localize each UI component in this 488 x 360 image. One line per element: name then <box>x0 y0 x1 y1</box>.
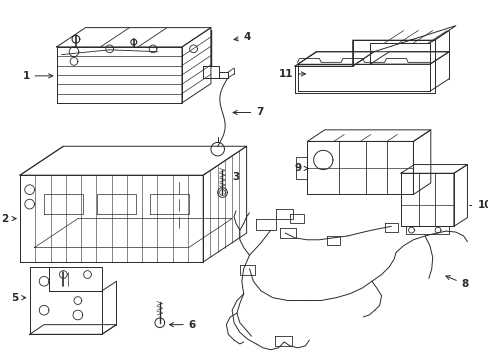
Text: 4: 4 <box>234 32 250 42</box>
Text: 5: 5 <box>11 293 26 303</box>
Text: 6: 6 <box>169 320 196 330</box>
Text: 9: 9 <box>294 163 307 174</box>
Text: 7: 7 <box>233 108 263 117</box>
Text: 2: 2 <box>1 213 16 224</box>
Text: 8: 8 <box>445 276 468 289</box>
Text: 1: 1 <box>22 71 53 81</box>
Text: 10: 10 <box>477 200 488 210</box>
Text: 3: 3 <box>232 172 239 182</box>
Text: 11: 11 <box>278 69 305 79</box>
